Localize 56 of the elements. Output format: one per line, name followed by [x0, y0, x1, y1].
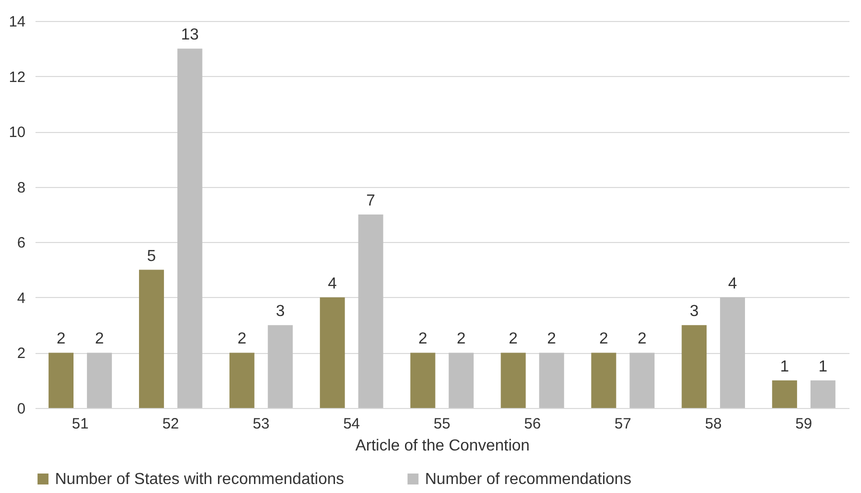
data-label: 5	[147, 248, 156, 265]
x-tick-label: 58	[704, 416, 722, 432]
bar	[358, 214, 384, 408]
x-tick-label: 51	[72, 416, 89, 432]
data-label: 2	[56, 330, 66, 348]
x-tick-label: 59	[795, 416, 812, 432]
bar	[810, 380, 836, 408]
y-tick-label: 0	[17, 400, 26, 418]
x-tick-label: 53	[252, 416, 270, 432]
bar	[86, 352, 112, 408]
x-tick-label: 54	[343, 416, 360, 432]
bar	[177, 48, 202, 408]
data-label: 4	[728, 275, 738, 292]
bar	[48, 352, 74, 408]
bar	[539, 352, 564, 408]
data-label: 3	[276, 303, 285, 320]
bar	[772, 380, 798, 408]
legend-label: Number of recommendations	[425, 471, 632, 488]
data-label: 2	[599, 330, 608, 348]
bar	[682, 325, 707, 408]
legend-label: Number of States with recommendations	[55, 471, 344, 488]
bar	[410, 352, 436, 408]
bar	[720, 297, 745, 408]
bar	[229, 352, 254, 408]
x-axis-title: Article of the Convention	[355, 438, 530, 454]
data-label: 2	[418, 330, 428, 348]
data-label: 2	[237, 330, 246, 348]
data-label: 3	[690, 303, 699, 320]
bar	[448, 352, 474, 408]
y-tick-label: 14	[8, 14, 26, 30]
bar	[591, 352, 616, 408]
bar	[630, 352, 655, 408]
data-label: 2	[456, 330, 466, 348]
x-tick-label: 56	[524, 416, 541, 432]
y-tick-label: 2	[17, 345, 26, 362]
data-label: 1	[818, 358, 828, 376]
data-label: 2	[508, 330, 518, 348]
data-label: 4	[328, 275, 337, 292]
x-tick-label: 55	[434, 416, 450, 432]
bar	[139, 270, 164, 408]
y-tick-label: 6	[17, 234, 26, 252]
data-label: 2	[547, 330, 556, 348]
data-label: 13	[180, 26, 199, 44]
bar	[320, 297, 345, 408]
y-tick-label: 8	[17, 179, 26, 196]
data-label: 2	[94, 330, 104, 348]
y-tick-label: 10	[8, 124, 26, 142]
bar	[500, 352, 526, 408]
x-tick-label: 52	[162, 416, 180, 432]
y-tick-label: 12	[8, 68, 26, 86]
data-label: 7	[366, 192, 376, 210]
y-tick-label: 4	[17, 290, 26, 307]
data-label: 1	[780, 358, 790, 376]
x-tick-label: 57	[614, 416, 632, 432]
data-label: 2	[638, 330, 647, 348]
bar	[268, 325, 293, 408]
